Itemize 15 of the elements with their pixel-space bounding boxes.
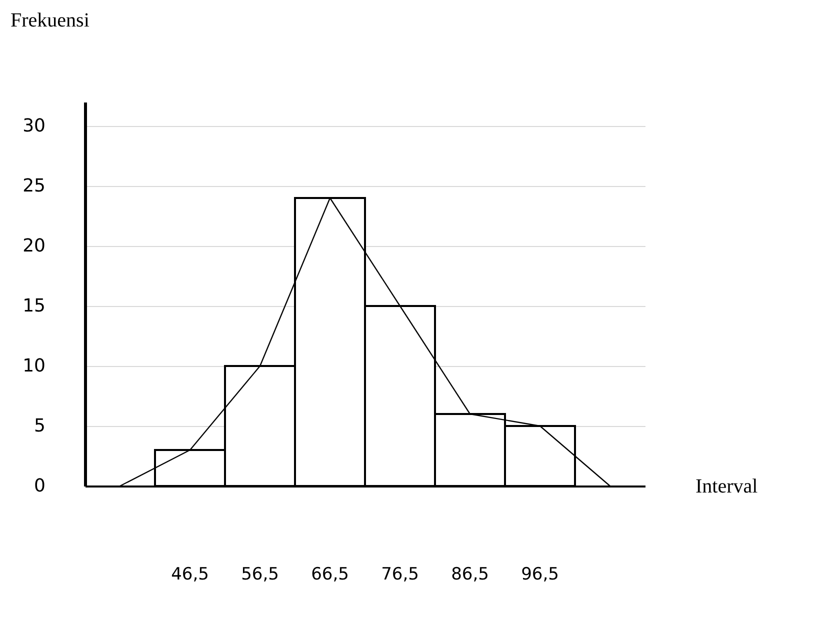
- x-tick-label: 96,5: [521, 564, 559, 584]
- x-tick-label: 56,5: [241, 564, 279, 584]
- x-tick-label: 76,5: [381, 564, 419, 584]
- x-axis-title: Interval: [696, 476, 758, 498]
- y-tick-label: 25: [22, 176, 46, 196]
- y-axis-title: Frekuensi: [10, 10, 90, 32]
- y-tick-label: 15: [22, 296, 46, 316]
- x-tick-label: 66,5: [311, 564, 349, 584]
- y-tick-label: 20: [22, 236, 46, 256]
- x-tick-label: 86,5: [451, 564, 489, 584]
- y-tick-label: 5: [34, 416, 46, 436]
- y-tick-label: 10: [22, 356, 46, 376]
- x-tick-label: 46,5: [171, 564, 209, 584]
- y-tick-label: 0: [34, 476, 46, 496]
- y-tick-label: 30: [22, 116, 46, 136]
